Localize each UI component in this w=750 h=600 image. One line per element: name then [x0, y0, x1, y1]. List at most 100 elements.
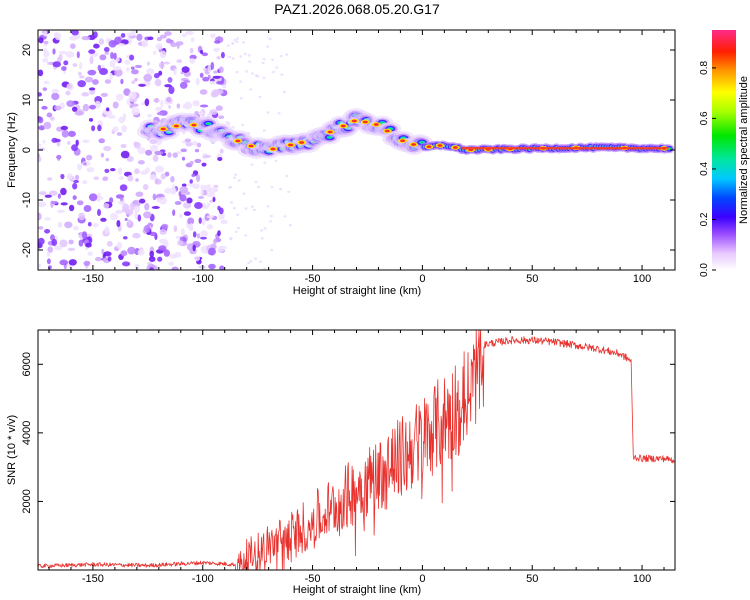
y-tick-label: 10	[21, 94, 33, 106]
x-tick-label: -150	[82, 573, 104, 585]
spectrogram-noise-blob	[174, 251, 182, 258]
spectrogram-noise-blob	[283, 215, 287, 218]
spectrogram-noise-blob	[183, 202, 192, 209]
spectrogram-noise-blob	[157, 256, 163, 262]
spectrogram-ridge-blob	[206, 122, 211, 125]
snr-y-axis-label: SNR (10 * v/v)	[6, 415, 18, 485]
spectrogram-noise-blob	[124, 218, 128, 221]
spectrogram-noise-blob	[160, 173, 166, 180]
y-tick-label: -20	[21, 242, 33, 258]
spectrogram-noise-blob	[196, 233, 201, 239]
x-tick-label: 0	[419, 273, 425, 285]
spectrogram-noise-blob	[241, 123, 245, 127]
spectrogram-noise-blob	[234, 173, 238, 176]
spectrogram-noise-blob	[118, 176, 124, 180]
spectrogram-noise-blob	[129, 202, 136, 211]
spectrogram-noise-blob	[46, 258, 51, 265]
spectrogram-noise-blob	[271, 58, 275, 61]
spectrogram-noise-blob	[181, 33, 187, 38]
spectrogram-noise-blob	[260, 237, 264, 240]
spectrogram-noise-blob	[235, 40, 239, 44]
spectrogram-noise-blob	[103, 251, 112, 257]
spectrogram-noise-blob	[108, 40, 117, 48]
spectrogram-noise-blob	[74, 110, 84, 116]
spectrogram-noise-blob	[192, 141, 198, 146]
spectrogram-noise-blob	[73, 179, 79, 184]
spectrogram-noise-blob	[82, 103, 90, 112]
spectrogram-noise-blob	[263, 267, 267, 270]
spectrogram-noise-blob	[233, 38, 237, 42]
snr-x-axis-label: Height of straight line (km)	[293, 584, 421, 596]
x-tick-label: 100	[633, 573, 651, 585]
spectrogram-noise-blob	[134, 78, 138, 82]
spectrogram-noise-blob	[131, 69, 139, 75]
spectrogram-noise-blob	[172, 209, 176, 216]
spectrogram-noise-blob	[279, 187, 283, 191]
spectrogram-noise-blob	[137, 147, 146, 155]
spectrogram-noise-blob	[142, 184, 149, 190]
spectrogram-noise-blob	[137, 249, 145, 256]
spectrogram-noise-blob	[88, 87, 96, 91]
spectrogram-noise-blob	[117, 200, 126, 205]
spectrogram-noise-blob	[244, 207, 248, 210]
spectrogram-noise-blob	[176, 43, 180, 49]
spectrogram-noise-blob	[79, 75, 85, 79]
spectrogram-peak-core	[384, 129, 390, 133]
spectrogram-noise-blob	[149, 250, 154, 258]
spectrogram-noise-blob	[42, 139, 46, 144]
spectrogram-noise-blob	[54, 32, 62, 41]
spectrogram-noise-blob	[134, 168, 140, 175]
spectrogram-noise-blob	[38, 92, 42, 97]
spectrogram-noise-blob	[212, 196, 216, 202]
spectrogram-noise-blob	[38, 125, 45, 131]
spectrogram-noise-blob	[67, 130, 76, 137]
spectrogram-noise-blob	[116, 93, 124, 102]
spectrogram-noise-blob	[78, 71, 82, 76]
spectrogram-noise-blob	[167, 152, 172, 158]
spectrogram-noise-blob	[119, 184, 128, 192]
spectrogram-noise-blob	[181, 183, 187, 187]
spectrogram-noise-blob	[43, 80, 50, 85]
spectrogram-noise-blob	[209, 109, 218, 115]
spectrogram-noise-blob	[44, 217, 52, 221]
spectrogram-noise-blob	[194, 148, 200, 153]
spectrogram-noise-blob	[155, 165, 164, 173]
spectrogram-noise-blob	[43, 50, 50, 58]
spectrogram-peak-core	[362, 120, 368, 124]
spectrogram-noise-blob	[148, 256, 156, 262]
spectrogram-noise-blob	[132, 232, 141, 239]
spectrogram-noise-blob	[126, 155, 134, 162]
spectrogram-noise-blob	[154, 150, 164, 156]
spectrogram-noise-blob	[107, 114, 116, 119]
spectrogram-noise-blob	[216, 56, 221, 60]
spectrogram-noise-blob	[112, 66, 122, 71]
spectrogram-noise-blob	[192, 183, 200, 189]
spectrogram-noise-blob	[208, 247, 216, 256]
spectrogram-noise-blob	[106, 107, 110, 112]
spectrogram-noise-blob	[175, 41, 184, 46]
spectrogram-noise-blob	[76, 200, 84, 206]
spectrogram-noise-blob	[239, 55, 243, 58]
spectrogram-noise-blob	[130, 66, 135, 70]
spectrogram-noise-blob	[198, 217, 202, 224]
spectrogram-noise-blob	[67, 173, 73, 180]
spectrogram-noise-blob	[81, 231, 88, 239]
spectrogram-noise-blob	[220, 219, 228, 225]
spectrogram-noise-blob	[237, 226, 240, 230]
spectrogram-noise-blob	[92, 79, 99, 85]
spectrogram-noise-blob	[71, 144, 78, 152]
spectrogram-scatter	[38, 30, 292, 270]
spectrogram-noise-blob	[68, 35, 78, 41]
spectrogram-noise-blob	[268, 37, 272, 41]
spectrogram-noise-blob	[43, 40, 49, 45]
spectrogram-noise-blob	[226, 44, 230, 47]
spectrogram-noise-blob	[56, 209, 65, 213]
spectrogram-noise-blob	[120, 150, 130, 159]
spectrogram-noise-blob	[44, 194, 52, 198]
spectrogram-ridge-blob	[668, 147, 672, 150]
spectrogram-noise-blob	[81, 92, 90, 97]
spectrogram-noise-blob	[131, 80, 136, 84]
spectrogram-noise-blob	[201, 52, 208, 57]
spectrogram-noise-blob	[254, 74, 258, 77]
spectrogram-noise-blob	[103, 203, 110, 209]
